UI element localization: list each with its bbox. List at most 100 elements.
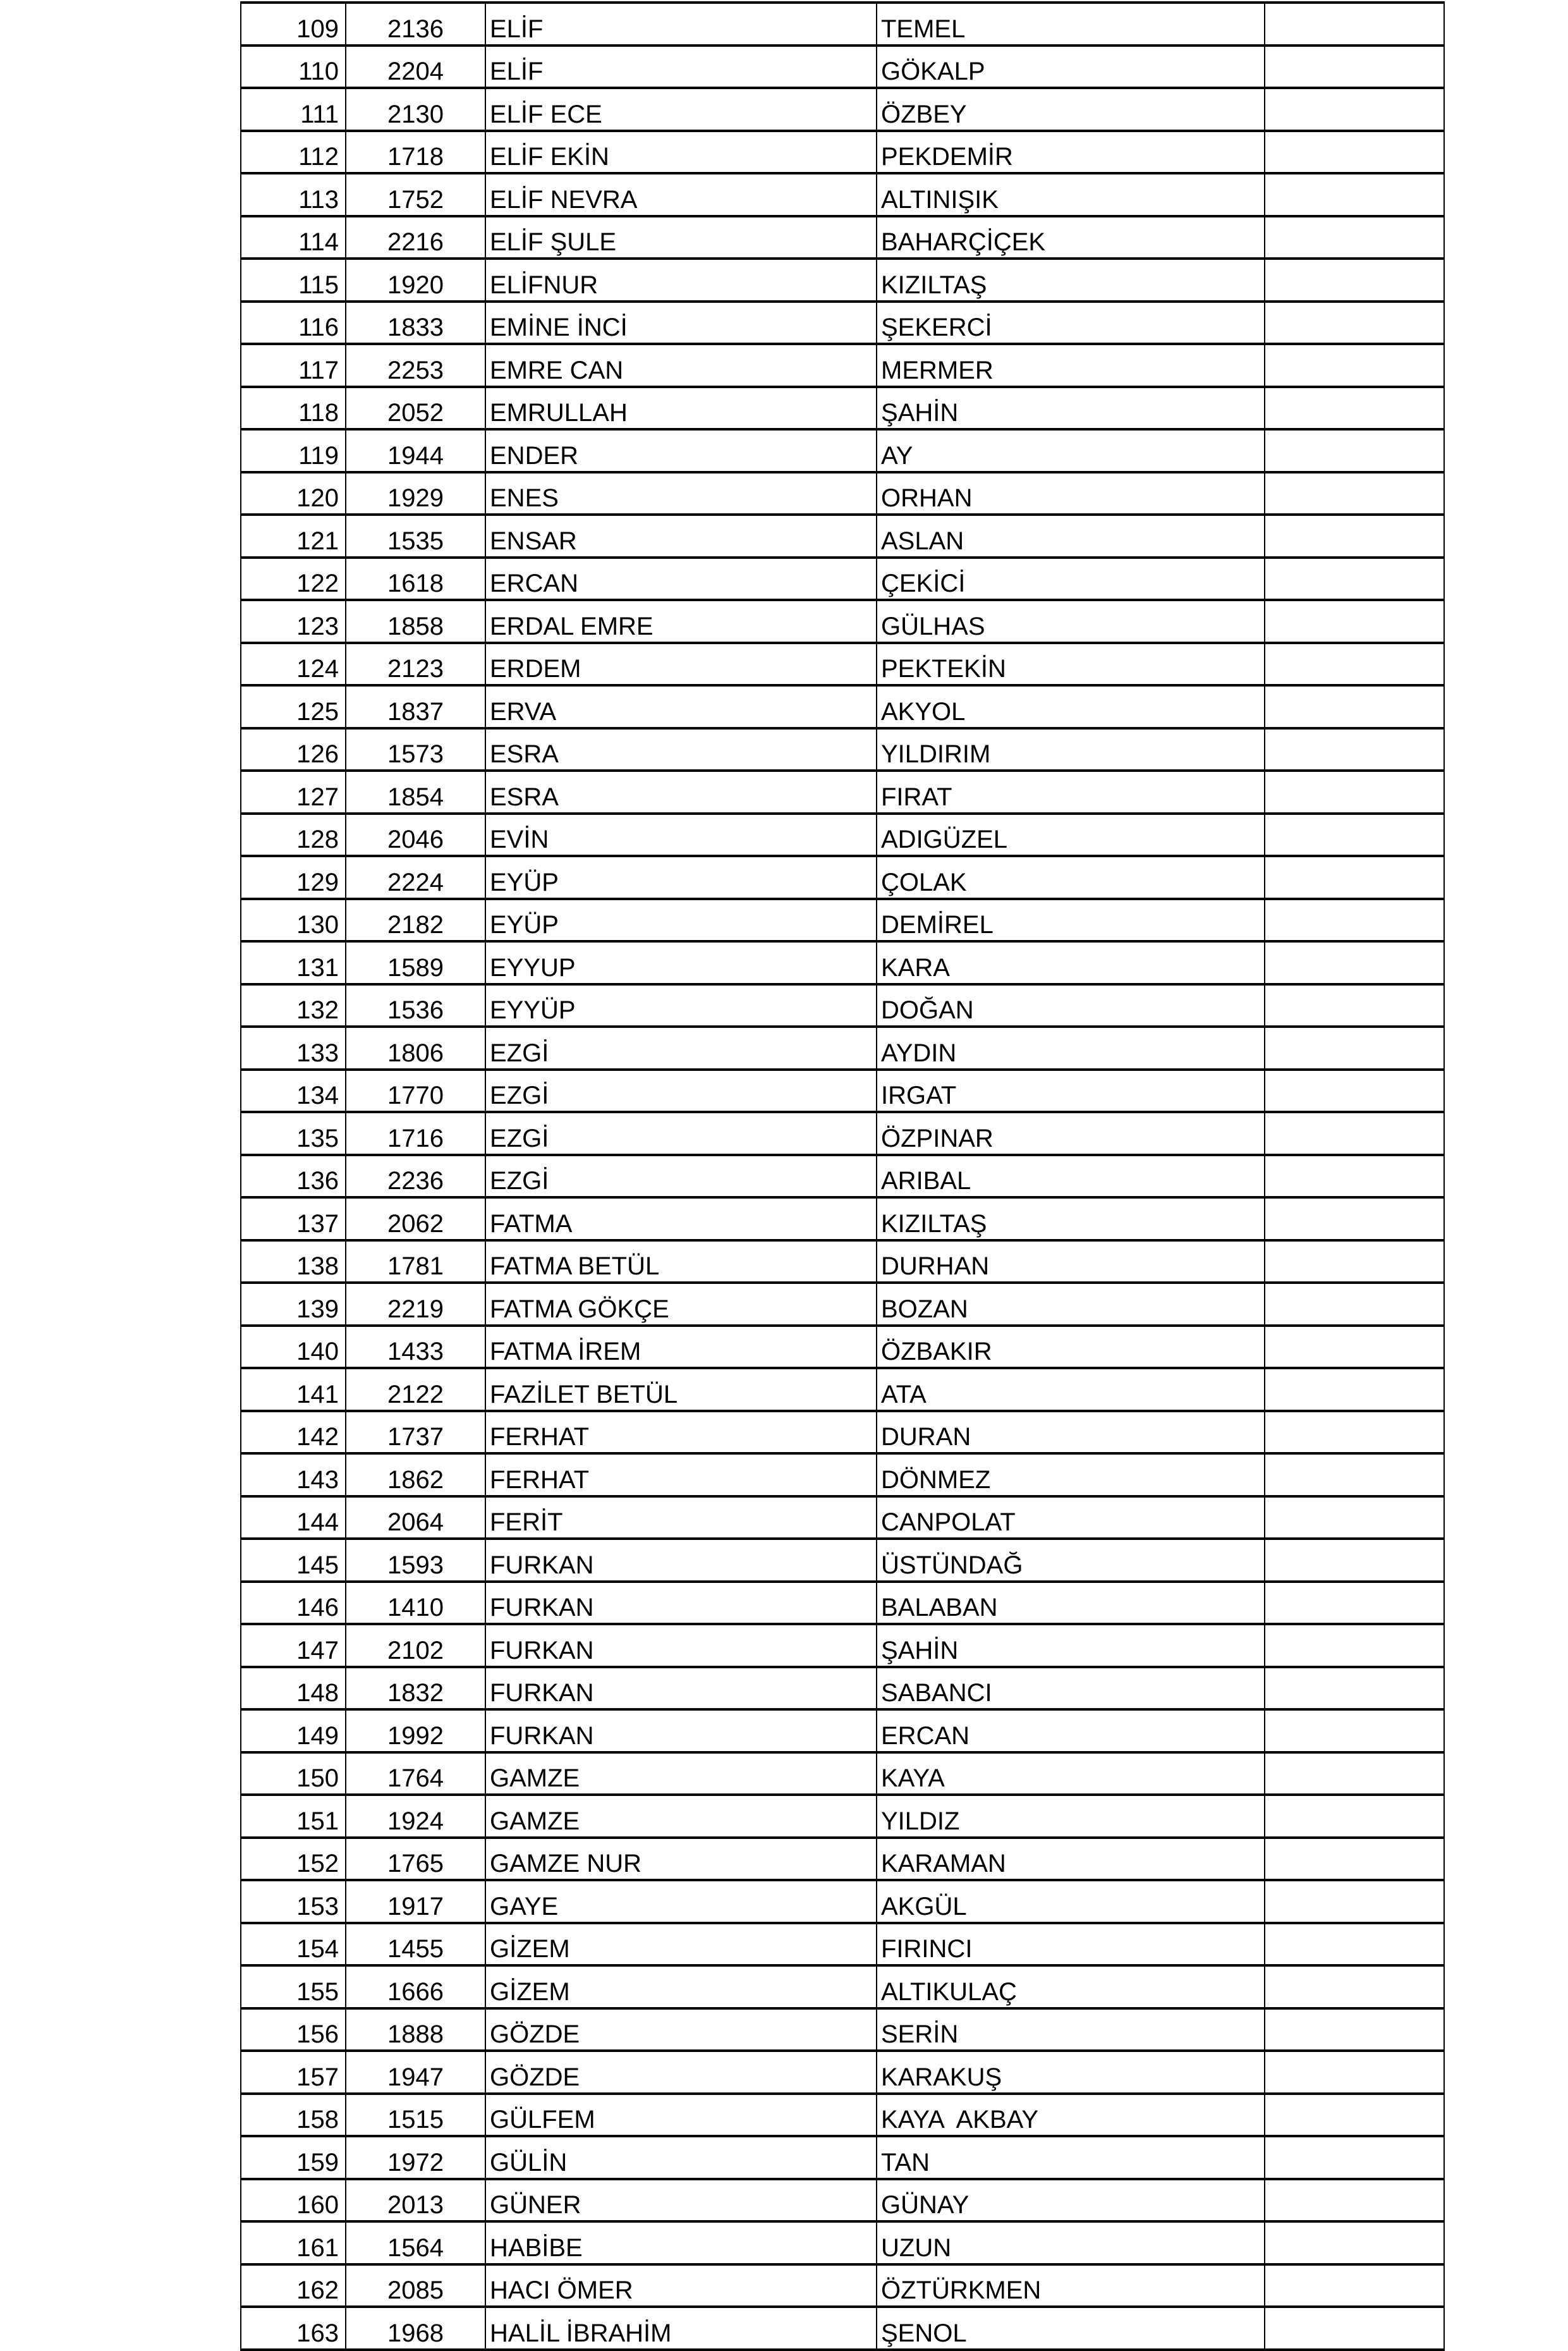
row-number-cell: 140	[240, 1324, 346, 1369]
table-row: 133 1806 EZGİ AYDIN	[240, 1025, 1445, 1071]
last-name-cell: TAN	[876, 2135, 1265, 2180]
student-id-cell: 1737	[345, 1409, 486, 1455]
notes-cell	[1264, 982, 1445, 1028]
row-number-cell: 118	[240, 385, 346, 431]
student-id-cell: 1535	[345, 513, 486, 559]
last-name-cell: ÖZBEY	[876, 87, 1265, 132]
student-id-cell: 1854	[345, 769, 486, 815]
student-id-cell: 1593	[345, 1537, 486, 1583]
notes-cell	[1264, 855, 1445, 900]
table-row: 137 2062 FATMA KIZILTAŞ	[240, 1196, 1445, 1242]
first-name-cell: EYÜP	[485, 897, 877, 943]
first-name-cell: EMRE CAN	[485, 343, 877, 388]
row-number-cell: 126	[240, 726, 346, 772]
notes-cell	[1264, 1153, 1445, 1199]
row-number-cell: 152	[240, 1836, 346, 1881]
student-id-cell: 1924	[345, 1793, 486, 1839]
student-id-cell: 1917	[345, 1879, 486, 1924]
first-name-cell: FURKAN	[485, 1708, 877, 1754]
row-number-cell: 132	[240, 982, 346, 1028]
notes-cell	[1264, 1238, 1445, 1284]
last-name-cell: KARAMAN	[876, 1836, 1265, 1881]
student-id-cell: 1589	[345, 940, 486, 986]
row-number-cell: 116	[240, 300, 346, 345]
notes-cell	[1264, 556, 1445, 601]
last-name-cell: BAHARÇİÇEK	[876, 214, 1265, 260]
notes-cell	[1264, 1665, 1445, 1711]
last-name-cell: AY	[876, 428, 1265, 473]
first-name-cell: GAYE	[485, 1879, 877, 1924]
table-row: 134 1770 EZGİ IRGAT	[240, 1068, 1445, 1113]
student-id-cell: 1929	[345, 470, 486, 516]
row-number-cell: 111	[240, 87, 346, 132]
last-name-cell: GÖKALP	[876, 44, 1265, 89]
first-name-cell: FERHAT	[485, 1452, 877, 1498]
first-name-cell: ELİF	[485, 44, 877, 89]
last-name-cell: DURHAN	[876, 1238, 1265, 1284]
table-row: 124 2123 ERDEM PEKTEKİN	[240, 641, 1445, 687]
first-name-cell: HACI ÖMER	[485, 2262, 877, 2308]
first-name-cell: ESRA	[485, 726, 877, 772]
notes-cell	[1264, 1324, 1445, 1369]
last-name-cell: KIZILTAŞ	[876, 1196, 1265, 1242]
student-id-cell: 1806	[345, 1025, 486, 1071]
table-row: 119 1944 ENDER AY	[240, 428, 1445, 473]
notes-cell	[1264, 684, 1445, 730]
student-id-cell: 1410	[345, 1580, 486, 1625]
table-row: 131 1589 EYYUP KARA	[240, 940, 1445, 986]
student-id-cell: 1716	[345, 1111, 486, 1156]
table-row: 130 2182 EYÜP DEMİREL	[240, 897, 1445, 943]
row-number-cell: 153	[240, 1879, 346, 1924]
row-number-cell: 124	[240, 641, 346, 687]
row-number-cell: 119	[240, 428, 346, 473]
table-row: 155 1666 GİZEM ALTIKULAÇ	[240, 1964, 1445, 2010]
row-number-cell: 157	[240, 2049, 346, 2095]
first-name-cell: ELİF EKİN	[485, 129, 877, 174]
row-number-cell: 163	[240, 2305, 346, 2351]
notes-cell	[1264, 513, 1445, 559]
notes-cell	[1264, 129, 1445, 174]
last-name-cell: ÇEKİCİ	[876, 556, 1265, 601]
table-row: 139 2219 FATMA GÖKÇE BOZAN	[240, 1281, 1445, 1327]
last-name-cell: GÜLHAS	[876, 599, 1265, 644]
notes-cell	[1264, 1196, 1445, 1242]
first-name-cell: FURKAN	[485, 1665, 877, 1711]
notes-cell	[1264, 1537, 1445, 1583]
row-number-cell: 122	[240, 556, 346, 601]
notes-cell	[1264, 1452, 1445, 1498]
first-name-cell: ENES	[485, 470, 877, 516]
first-name-cell: EYÜP	[485, 855, 877, 900]
first-name-cell: ERDEM	[485, 641, 877, 687]
student-id-cell: 1765	[345, 1836, 486, 1881]
table-row: 126 1573 ESRA YILDIRIM	[240, 726, 1445, 772]
first-name-cell: FURKAN	[485, 1580, 877, 1625]
notes-cell	[1264, 1580, 1445, 1625]
row-number-cell: 129	[240, 855, 346, 900]
first-name-cell: GAMZE	[485, 1750, 877, 1796]
table-row: 120 1929 ENES ORHAN	[240, 470, 1445, 516]
notes-cell	[1264, 172, 1445, 217]
first-name-cell: EMRULLAH	[485, 385, 877, 431]
last-name-cell: ASLAN	[876, 513, 1265, 559]
student-id-cell: 1573	[345, 726, 486, 772]
row-number-cell: 154	[240, 1921, 346, 1967]
notes-cell	[1264, 44, 1445, 89]
notes-cell	[1264, 1750, 1445, 1796]
row-number-cell: 161	[240, 2220, 346, 2266]
notes-cell	[1264, 2177, 1445, 2223]
table-row: 140 1433 FATMA İREM ÖZBAKIR	[240, 1324, 1445, 1369]
notes-cell	[1264, 1281, 1445, 1327]
first-name-cell: ENDER	[485, 428, 877, 473]
table-row: 135 1716 EZGİ ÖZPINAR	[240, 1111, 1445, 1156]
notes-cell	[1264, 2262, 1445, 2308]
notes-cell	[1264, 2220, 1445, 2266]
student-id-cell: 1972	[345, 2135, 486, 2180]
last-name-cell: YILDIRIM	[876, 726, 1265, 772]
table-row: 156 1888 GÖZDE SERİN	[240, 2006, 1445, 2052]
table-body: 109 2136 ELİF TEMEL 110 2204 ELİF GÖKALP 111 2130…	[240, 1, 1445, 2351]
notes-cell	[1264, 2305, 1445, 2351]
table-row: 150 1764 GAMZE KAYA	[240, 1750, 1445, 1796]
notes-cell	[1264, 726, 1445, 772]
notes-cell	[1264, 897, 1445, 943]
notes-cell	[1264, 1409, 1445, 1455]
